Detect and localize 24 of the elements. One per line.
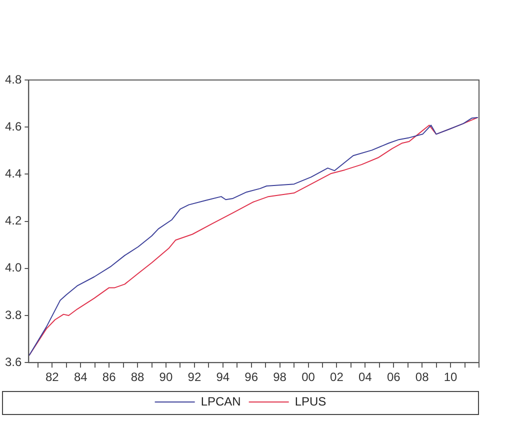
x-tick-label: 92 [188,370,202,384]
y-tick-label: 4.8 [4,72,22,86]
x-tick-label: 08 [415,370,430,384]
y-tick-label: 4.2 [4,214,22,228]
x-tick-label: 82 [45,370,60,384]
legend-label: LPUS [294,394,326,408]
x-tick-label: 02 [330,370,344,384]
y-tick-label: 3.8 [4,308,22,322]
legend-label: LPCAN [200,394,241,408]
x-tick-label: 88 [130,370,145,384]
x-tick-label: 98 [273,370,287,384]
y-tick-label: 3.6 [4,354,22,369]
x-tick-label: 84 [74,370,88,384]
x-tick-label: 06 [386,370,401,384]
y-tick-label: 4.6 [4,119,22,134]
x-tick-label: 00 [302,370,316,384]
x-tick-label: 96 [244,370,258,384]
x-tick-label: 10 [444,370,458,384]
x-tick-label: 90 [159,370,173,384]
x-tick-label: 94 [216,370,230,384]
x-tick-label: 86 [102,370,116,384]
y-tick-label: 4.4 [4,166,22,181]
x-tick-label: 04 [358,370,372,384]
y-tick-label: 4.0 [4,260,22,275]
